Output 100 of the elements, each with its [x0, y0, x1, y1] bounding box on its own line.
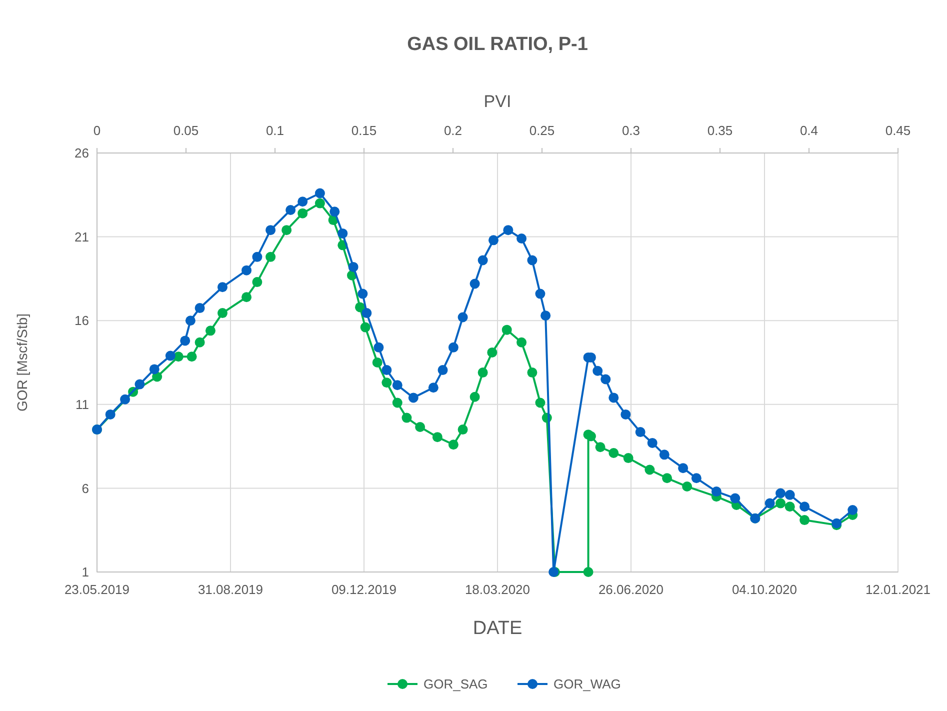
- point: [194, 303, 205, 314]
- point: [448, 342, 458, 352]
- point: [298, 196, 308, 207]
- point: [478, 368, 488, 378]
- point: [730, 493, 740, 504]
- point: [586, 431, 596, 442]
- point: [354, 302, 365, 312]
- y-tick-label: 16: [74, 313, 89, 328]
- point: [185, 316, 196, 326]
- point: [217, 282, 228, 292]
- point: [266, 225, 276, 236]
- point: [392, 398, 402, 408]
- point: [527, 255, 538, 266]
- y-tick-label: 21: [74, 229, 89, 244]
- legend-label: GOR_SAG: [424, 676, 488, 692]
- point: [338, 228, 348, 238]
- point: [583, 567, 594, 577]
- point: [330, 206, 340, 217]
- point: [282, 225, 292, 236]
- point: [298, 208, 308, 218]
- point: [711, 486, 722, 497]
- point: [408, 392, 418, 403]
- x2-tick-label: 0.05: [173, 123, 199, 138]
- point: [784, 490, 795, 500]
- x2-tick-label: 0: [93, 123, 101, 138]
- y-tick-label: 1: [82, 564, 89, 580]
- point: [134, 379, 145, 390]
- point: [592, 366, 603, 376]
- point: [487, 347, 498, 358]
- point: [105, 409, 116, 420]
- point: [635, 427, 646, 438]
- point: [180, 336, 190, 346]
- point: [242, 292, 252, 302]
- point: [382, 378, 392, 388]
- y-tick-label: 6: [82, 480, 89, 496]
- point: [776, 498, 786, 508]
- x-tick-label: 23.05.2019: [64, 582, 130, 597]
- point: [448, 440, 458, 450]
- point: [848, 504, 858, 515]
- point: [682, 482, 692, 492]
- x-tick-label: 12.01.2021: [865, 582, 931, 597]
- point: [438, 365, 448, 376]
- y-tick-label: 11: [76, 396, 89, 412]
- point: [595, 442, 606, 452]
- point: [800, 515, 810, 526]
- point: [502, 324, 512, 335]
- point: [120, 394, 130, 404]
- point: [286, 204, 296, 215]
- y-tick-label: 26: [74, 146, 89, 161]
- point: [360, 322, 370, 332]
- point: [194, 337, 205, 348]
- point: [348, 262, 358, 272]
- point: [516, 337, 527, 348]
- point: [623, 453, 634, 464]
- x2-axis-title: PVI: [484, 92, 512, 111]
- x-axis-title: DATE: [472, 618, 522, 639]
- x2-tick-label: 0.2: [444, 123, 462, 138]
- point: [314, 198, 325, 208]
- x-tick-label: 26.06.2020: [598, 582, 664, 597]
- point: [458, 312, 468, 322]
- x2-tick-label: 0.25: [529, 123, 555, 138]
- point: [516, 233, 527, 244]
- point: [608, 392, 619, 403]
- point: [470, 392, 480, 402]
- point: [527, 368, 538, 378]
- point: [800, 502, 810, 512]
- x2-tick-label: 0.1: [266, 123, 284, 138]
- point: [647, 438, 658, 448]
- point: [358, 288, 368, 299]
- point: [205, 326, 216, 336]
- point: [659, 450, 670, 460]
- y-axis-title: GOR [Mscf/Stb]: [14, 313, 30, 412]
- point: [252, 277, 262, 288]
- point: [620, 409, 631, 420]
- point: [503, 225, 514, 236]
- point: [488, 235, 498, 246]
- point: [266, 252, 276, 262]
- point: [372, 358, 382, 368]
- point: [149, 364, 160, 374]
- point: [428, 382, 438, 393]
- x2-tick-label: 0.3: [622, 123, 640, 138]
- x2-tick-label: 0.15: [351, 123, 377, 138]
- point: [662, 473, 672, 484]
- x-tick-label: 09.12.2019: [331, 582, 397, 597]
- x2-tick-label: 0.35: [707, 123, 733, 138]
- chart-title: GAS OIL RATIO, P-1: [407, 34, 588, 55]
- point: [415, 422, 426, 432]
- point: [242, 265, 252, 276]
- x-tick-label: 18.03.2020: [464, 582, 530, 597]
- point: [362, 308, 372, 318]
- point: [165, 350, 176, 361]
- point: [252, 252, 262, 262]
- point: [186, 352, 197, 362]
- point: [402, 412, 412, 423]
- x-tick-label: 04.10.2020: [732, 582, 798, 597]
- point: [478, 255, 488, 266]
- point: [392, 380, 402, 390]
- point: [784, 502, 795, 512]
- point: [764, 498, 775, 508]
- point: [458, 424, 468, 435]
